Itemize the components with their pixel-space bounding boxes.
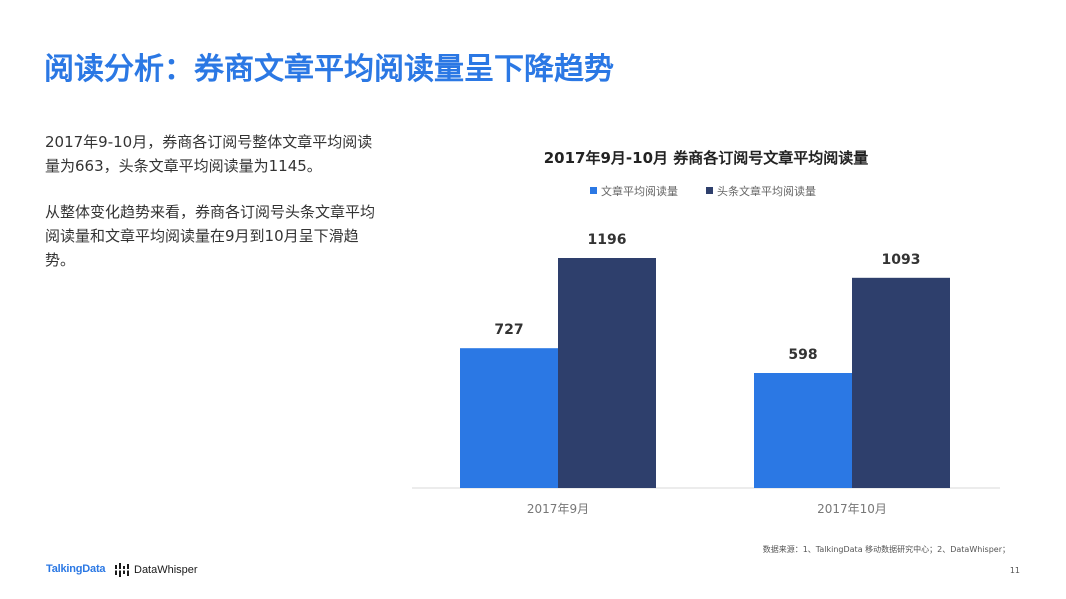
bar-0-1 xyxy=(558,258,656,488)
chart-title: 2017年9月-10月 券商各订阅号文章平均阅读量 xyxy=(544,149,869,167)
bar-1-1 xyxy=(852,277,950,488)
bar-0-0 xyxy=(460,348,558,488)
summary-paragraph-1: 2017年9-10月，券商各订阅号整体文章平均阅读量为663，头条文章平均阅读量… xyxy=(45,133,373,175)
legend-label-1: 头条文章平均阅读量 xyxy=(717,184,816,198)
data-label-0-0: 727 xyxy=(494,322,523,338)
legend-swatch-0 xyxy=(590,187,597,194)
x-tick-label-1: 2017年10月 xyxy=(817,502,887,516)
page-number: 11 xyxy=(1009,566,1020,575)
datawhisper-label: DataWhisper xyxy=(134,564,198,576)
page-title: 阅读分析：券商文章平均阅读量呈下降趋势 xyxy=(44,52,614,87)
legend-label-0: 文章平均阅读量 xyxy=(601,184,678,198)
data-label-1-1: 1093 xyxy=(882,252,921,268)
x-tick-label-0: 2017年9月 xyxy=(527,502,589,516)
data-label-1-0: 598 xyxy=(788,347,817,363)
data-label-0-1: 1196 xyxy=(588,232,627,248)
datawhisper-mark-icon xyxy=(114,563,130,577)
data-source: 数据来源：1、TalkingData 移动数据研究中心；2、DataWhispe… xyxy=(762,545,1010,554)
datawhisper-logo: DataWhisper xyxy=(114,563,198,577)
summary-paragraph-2: 从整体变化趋势来看，券商各订阅号头条文章平均阅读量和文章平均阅读量在9月到10月… xyxy=(45,203,376,269)
talkingdata-logo: TalkingData xyxy=(46,563,106,575)
legend-swatch-1 xyxy=(706,187,713,194)
summary-text: 2017年9-10月，券商各订阅号整体文章平均阅读量为663，头条文章平均阅读量… xyxy=(45,130,375,294)
bar-1-0 xyxy=(754,373,852,488)
